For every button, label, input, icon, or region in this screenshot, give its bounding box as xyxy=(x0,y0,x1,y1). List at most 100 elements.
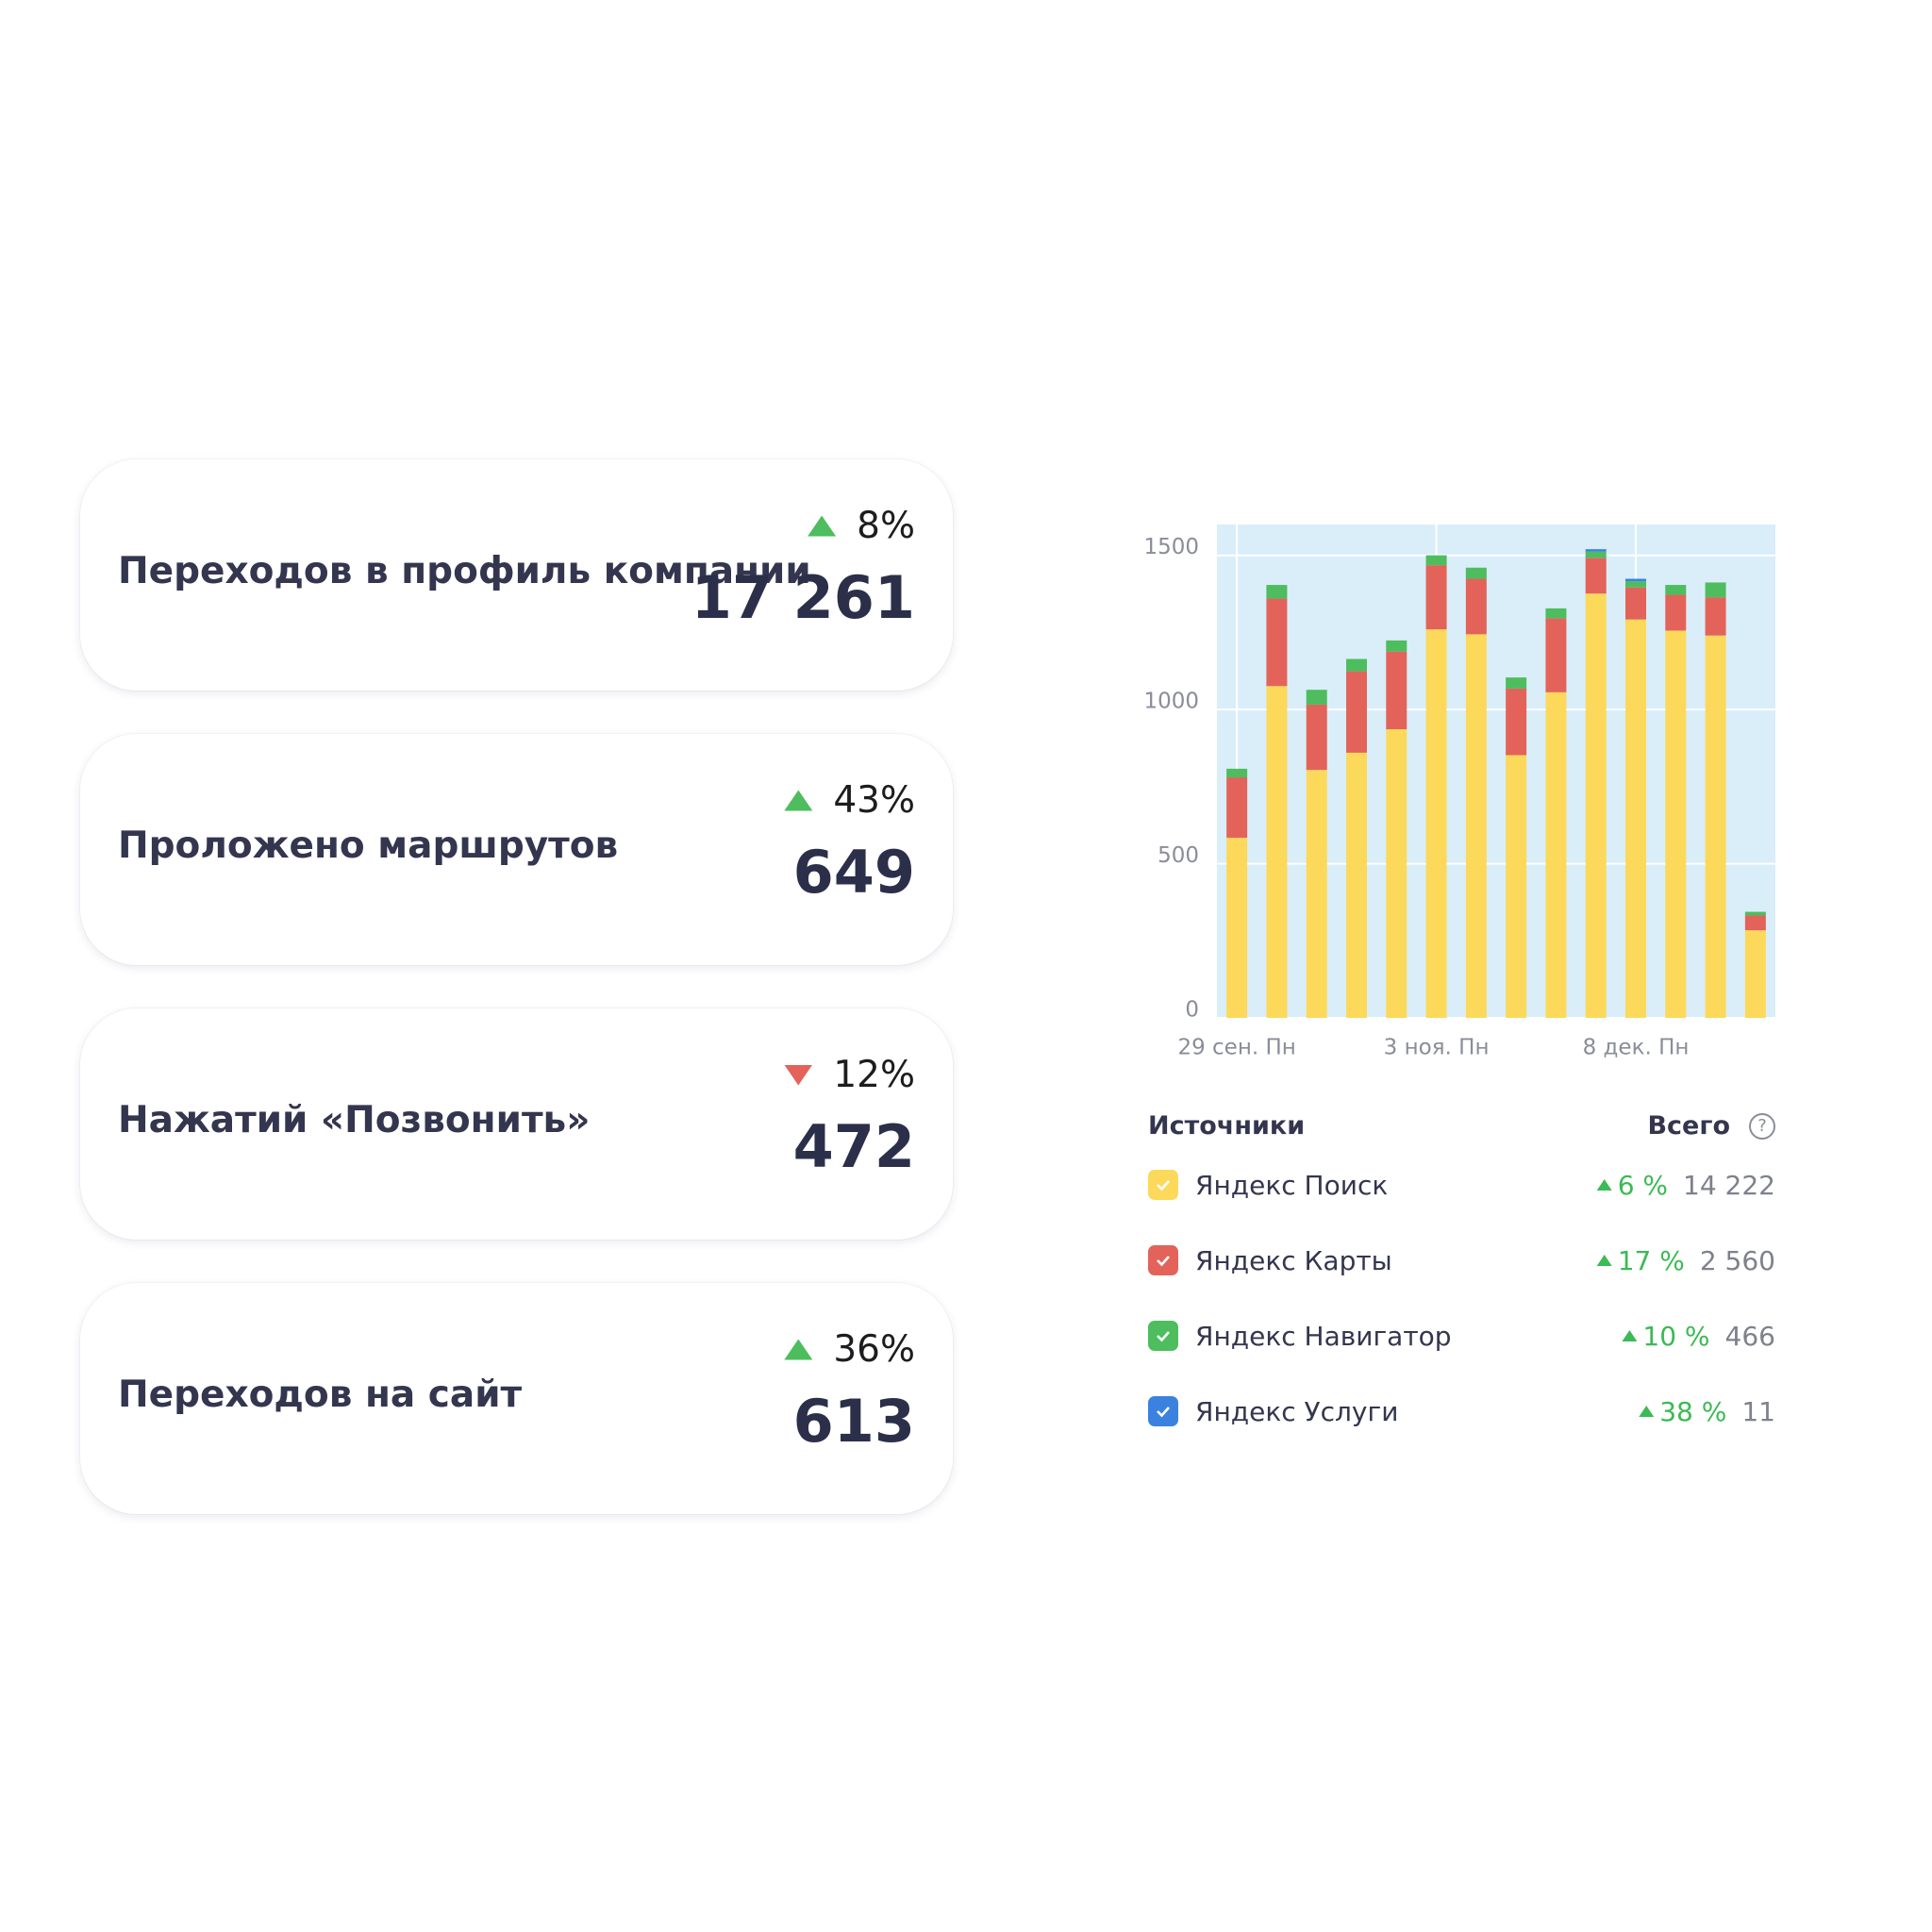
total-label: Всего xyxy=(1647,1110,1730,1141)
bar-segment xyxy=(1465,578,1487,635)
card-value: 472 xyxy=(792,1112,915,1181)
bar-segment xyxy=(1346,752,1367,1018)
bar-segment xyxy=(1545,618,1567,692)
bar-segment xyxy=(1386,651,1407,730)
bar-segment xyxy=(1585,558,1607,594)
legend-rows: Яндекс Поиск 6 % 14 222 Яндекс Карты 17 % 2 5… xyxy=(1148,1147,1775,1449)
check-icon xyxy=(1157,1256,1170,1267)
bar-segment xyxy=(1665,630,1687,1018)
legend-row: Яндекс Навигатор 10 % 466 xyxy=(1148,1298,1775,1374)
stat-card: Проложено маршрутов 43% 649 xyxy=(80,734,953,965)
bar-segment xyxy=(1705,597,1726,636)
change-text: 6 % xyxy=(1617,1169,1669,1201)
bar-segment xyxy=(1386,640,1407,652)
stat-card: Переходов в профиль компании 8% 17 261 xyxy=(80,459,953,691)
bar-segment xyxy=(1625,587,1646,620)
legend-total: 14 222 xyxy=(1683,1169,1775,1201)
card-label: Проложено маршрутов xyxy=(118,824,619,867)
bar-segment xyxy=(1306,690,1327,705)
bar-segment xyxy=(1744,911,1766,916)
legend-title: Источники xyxy=(1148,1110,1306,1141)
bar-segment xyxy=(1306,770,1327,1018)
change-text: 17 % xyxy=(1617,1244,1685,1276)
bar-segment xyxy=(1506,755,1527,1018)
legend-checkbox[interactable] xyxy=(1148,1321,1178,1351)
x-tick-label: 29 сен. Пн xyxy=(1177,1036,1295,1060)
bar-segment xyxy=(1585,549,1607,552)
total-header: Всего? xyxy=(1647,1111,1775,1141)
bar-segment xyxy=(1625,578,1646,582)
help-icon[interactable]: ? xyxy=(1749,1113,1775,1140)
trend-arrow xyxy=(1639,1406,1655,1417)
legend-row: Яндекс Поиск 6 % 14 222 xyxy=(1148,1147,1775,1223)
legend-change: 6 % xyxy=(1596,1169,1669,1201)
change-text: 43% xyxy=(833,779,915,822)
bar-segment xyxy=(1226,838,1248,1018)
bar-segment xyxy=(1585,551,1607,558)
card-label: Нажатий «Позвонить» xyxy=(118,1099,591,1141)
bar-segment xyxy=(1744,930,1766,1018)
check-icon xyxy=(1157,1180,1170,1191)
bar-segment xyxy=(1425,555,1447,566)
card-value: 649 xyxy=(792,838,915,907)
bar-segment xyxy=(1585,593,1607,1018)
legend-checkbox[interactable] xyxy=(1148,1396,1178,1426)
legend-name: Яндекс Карты xyxy=(1195,1244,1392,1276)
trend-arrow xyxy=(784,1064,813,1086)
card-change: 8% xyxy=(808,505,915,547)
trend-arrow xyxy=(1622,1330,1638,1341)
bar-segment xyxy=(1705,635,1726,1018)
bar-segment xyxy=(1266,686,1288,1018)
legend-total: 11 xyxy=(1741,1395,1775,1427)
bar-segment xyxy=(1346,671,1367,753)
sources-legend: Источники Всего? Яндекс Поиск 6 % 14 222 Ян… xyxy=(1148,1104,1775,1449)
y-tick-label: 500 xyxy=(1158,843,1199,868)
bar-segment xyxy=(1506,677,1527,689)
legend-change: 38 % xyxy=(1639,1396,1726,1427)
trend-arrow xyxy=(784,1339,813,1360)
bar-segment xyxy=(1266,585,1288,599)
legend-name: Яндекс Навигатор xyxy=(1195,1320,1452,1352)
stat-card: Переходов на сайт 36% 613 xyxy=(80,1283,953,1514)
card-label: Переходов на сайт xyxy=(118,1374,523,1416)
bar-segment xyxy=(1226,777,1248,839)
trend-arrow xyxy=(808,515,837,537)
bar-segment xyxy=(1306,704,1327,771)
change-text: 8% xyxy=(857,505,915,547)
card-change: 12% xyxy=(784,1054,915,1096)
bar-segment xyxy=(1226,768,1248,778)
card-value: 17 261 xyxy=(691,563,915,632)
change-text: 36% xyxy=(833,1328,915,1371)
legend-name: Яндекс Поиск xyxy=(1195,1169,1389,1201)
legend-checkbox[interactable] xyxy=(1148,1245,1178,1275)
check-icon xyxy=(1157,1407,1170,1418)
card-value: 613 xyxy=(792,1387,915,1456)
change-text: 12% xyxy=(833,1054,915,1096)
bar-segment xyxy=(1665,585,1687,595)
bar-segment xyxy=(1266,598,1288,687)
bar-segment xyxy=(1705,582,1726,598)
legend-change: 10 % xyxy=(1622,1321,1710,1352)
bar-segment xyxy=(1545,608,1567,619)
y-tick-label: 0 xyxy=(1185,998,1199,1023)
check-icon xyxy=(1157,1331,1170,1342)
legend-total: 2 560 xyxy=(1699,1244,1775,1276)
legend-name: Яндекс Услуги xyxy=(1195,1395,1399,1427)
bar-segment xyxy=(1545,691,1567,1018)
x-tick-label: 3 ноя. Пн xyxy=(1384,1036,1490,1060)
bar-segment xyxy=(1744,915,1766,931)
chart: 0 500 1000 1500 29 сен. Пн 3 ноя. Пн 8 дек. Пн xyxy=(1143,525,1775,1060)
legend-header: Источники Всего? xyxy=(1148,1104,1775,1147)
y-tick-label: 1000 xyxy=(1143,690,1199,714)
y-tick-label: 1500 xyxy=(1143,535,1199,559)
legend-checkbox[interactable] xyxy=(1148,1170,1178,1200)
change-text: 38 % xyxy=(1659,1395,1727,1427)
stat-card: Нажатий «Позвонить» 12% 472 xyxy=(80,1008,953,1240)
legend-change: 17 % xyxy=(1596,1244,1685,1276)
bar-segment xyxy=(1665,594,1687,631)
bar-segment xyxy=(1625,619,1646,1018)
trend-arrow xyxy=(1596,1179,1612,1191)
legend-row: Яндекс Услуги 38 % 11 xyxy=(1148,1374,1775,1449)
bar-segment xyxy=(1465,634,1487,1018)
